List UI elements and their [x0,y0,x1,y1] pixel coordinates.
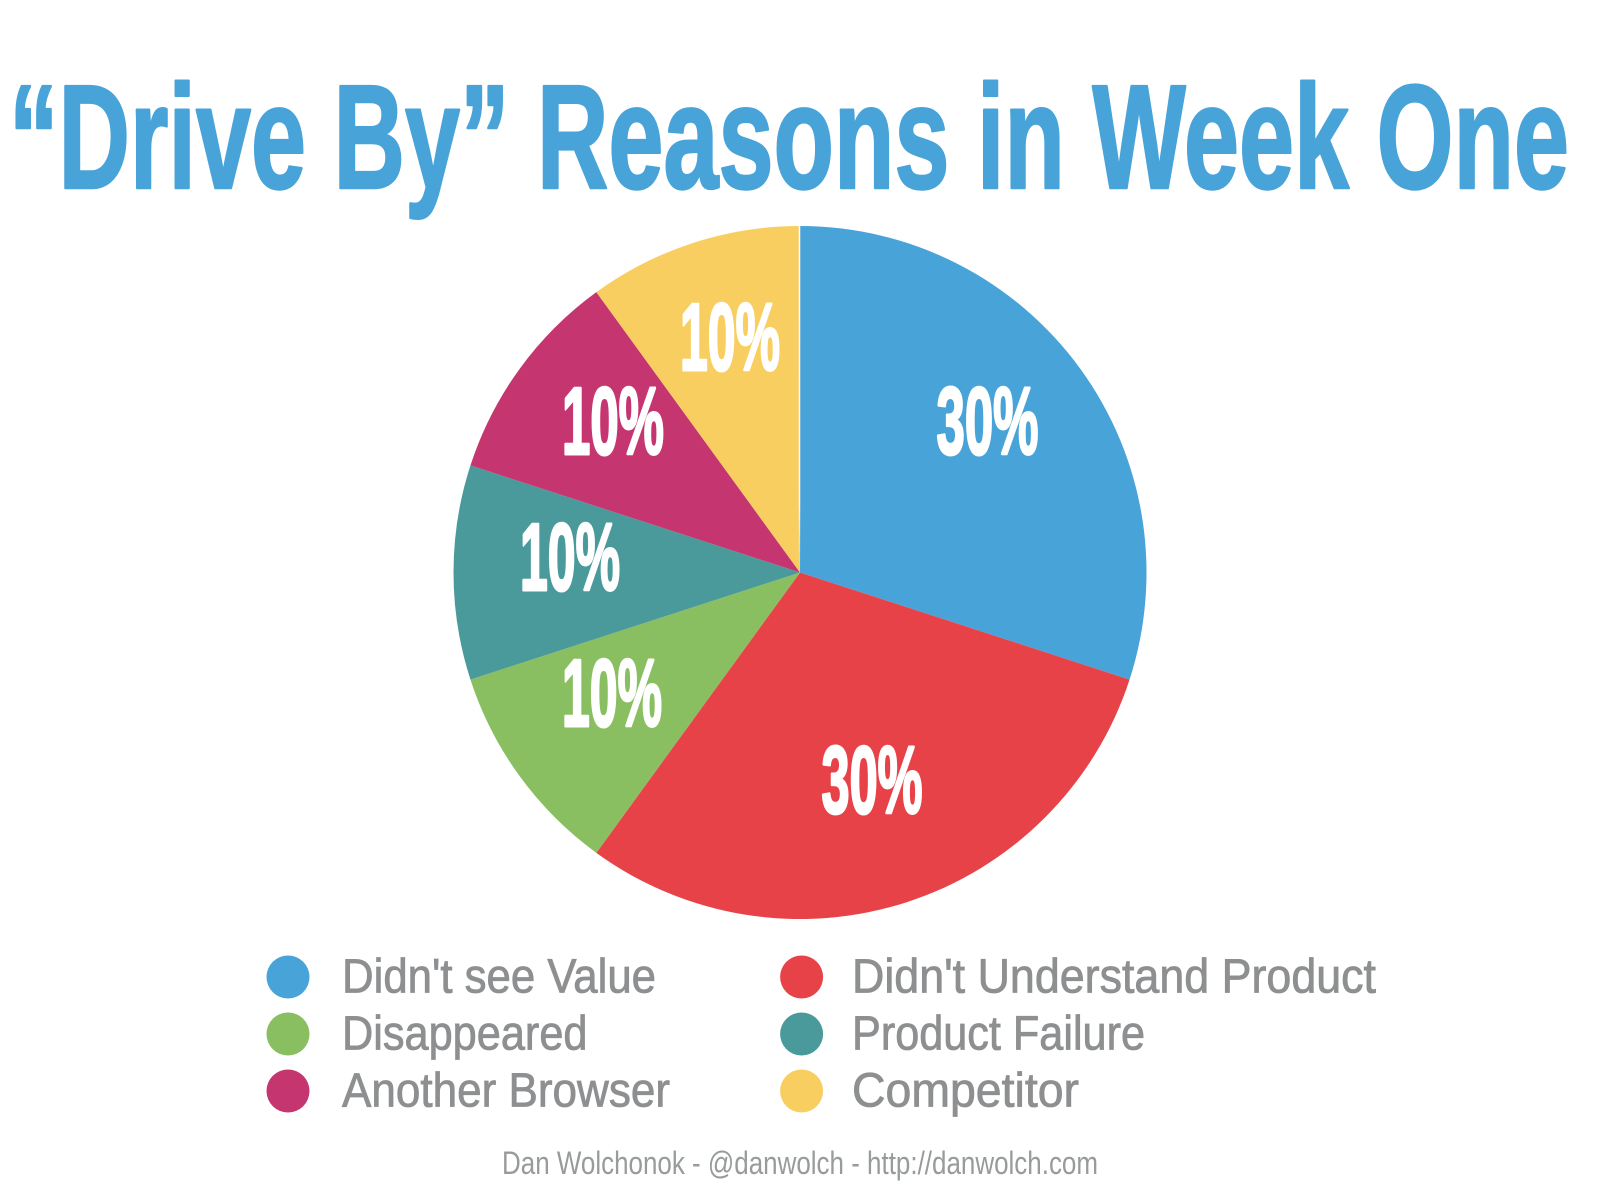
svg-text:30%: 30% [937,368,1039,475]
svg-text:Disappeared: Disappeared [342,1008,588,1061]
svg-text:Didn't Understand Product: Didn't Understand Product [852,951,1376,1004]
svg-text:30%: 30% [822,727,923,834]
svg-text:Competitor: Competitor [852,1065,1079,1118]
svg-text:10%: 10% [562,368,664,475]
svg-text:Another Browser: Another Browser [342,1065,670,1118]
svg-text:10%: 10% [680,284,780,391]
svg-text:Didn't see Value: Didn't see Value [342,951,656,1004]
svg-text:“Drive By” Reasons in Week One: “Drive By” Reasons in Week One [9,55,1569,220]
svg-text:Product Failure: Product Failure [852,1008,1145,1061]
svg-text:10%: 10% [562,640,662,747]
svg-text:10%: 10% [520,504,620,611]
svg-text:Dan Wolchonok - @danwolch - ht: Dan Wolchonok - @danwolch - http://danwo… [502,1145,1098,1181]
